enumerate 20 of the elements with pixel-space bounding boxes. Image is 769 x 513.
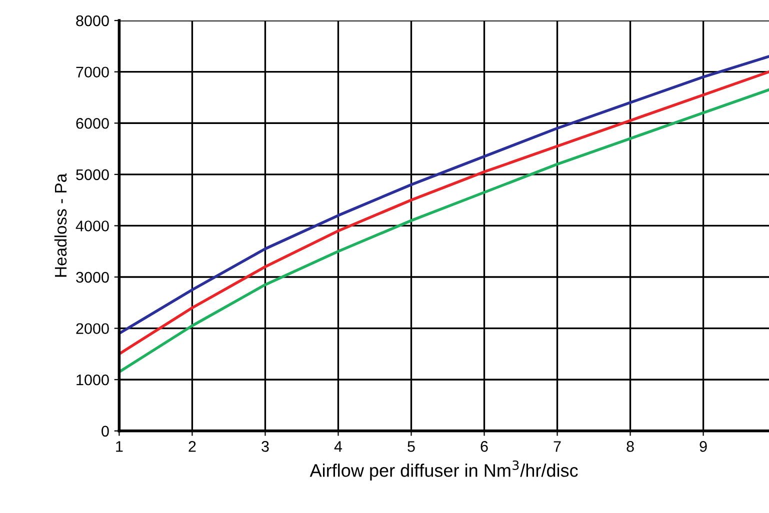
y-tick-label: 1000 (76, 374, 109, 386)
y-tick-label: 6000 (76, 118, 109, 129)
y-tick-label: 0 (102, 426, 109, 437)
x-tick-label: 5 (408, 441, 415, 452)
x-tick-label: 6 (480, 441, 488, 452)
y-tick-label: 5000 (76, 169, 109, 180)
y-tick-label: 4000 (76, 220, 109, 232)
x-tick-label: 3 (262, 441, 269, 452)
y-axis-title: Headloss - Pa (54, 173, 67, 277)
x-tick-label: 8 (626, 441, 634, 452)
x-tick-label: 9 (700, 441, 707, 452)
x-tick-label: 7 (554, 441, 561, 452)
y-tick-label: 3000 (76, 272, 109, 283)
x-tick-label: 2 (188, 441, 196, 452)
x-tick-label: 4 (334, 441, 342, 452)
x-axis-title: Airflow per diffuser in Nm$^{3}$/hr/disc (310, 460, 578, 480)
y-tick-label: 8000 (76, 15, 109, 26)
x-tick-label: 1 (116, 441, 123, 452)
y-tick-label: 7000 (76, 66, 109, 78)
y-tick-label: 2000 (76, 323, 109, 334)
